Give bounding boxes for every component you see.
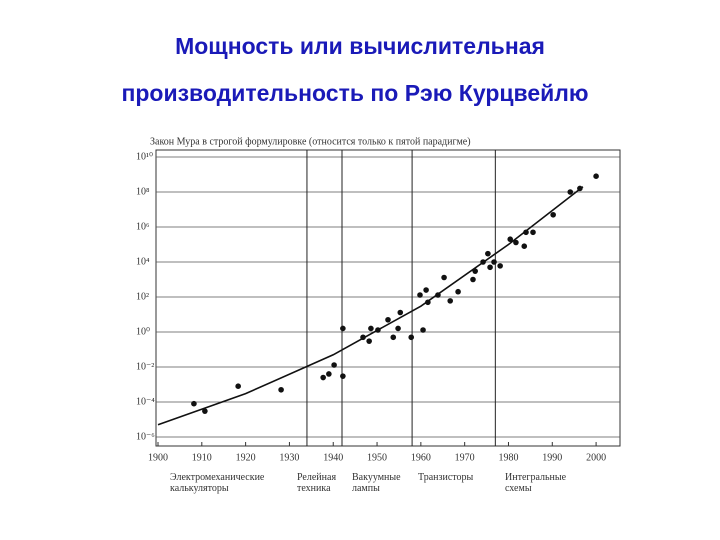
- data-point: [523, 229, 529, 236]
- paradigm-label: Вакуумные лампы: [352, 472, 401, 494]
- data-point: [470, 276, 476, 283]
- data-point: [331, 362, 337, 368]
- data-point: [340, 373, 346, 379]
- data-point: [507, 236, 514, 243]
- data-point: [417, 292, 423, 298]
- x-tick-label: 1960: [411, 452, 431, 463]
- y-tick-label: 10⁰: [136, 326, 150, 337]
- y-tick-label: 10⁸: [136, 186, 150, 197]
- data-point: [360, 334, 366, 341]
- y-tick-label: 10⁻²: [136, 361, 154, 372]
- x-tick-label: 1930: [279, 452, 299, 463]
- data-point: [397, 309, 404, 316]
- plot-frame: [155, 149, 621, 447]
- x-tick-label: 1990: [542, 452, 562, 463]
- chart-title: Закон Мура в строгой формулировке (относ…: [150, 136, 471, 147]
- y-tick-label: 10⁻⁴: [136, 396, 155, 407]
- data-point: [385, 316, 391, 323]
- data-point: [567, 189, 574, 195]
- x-tick-label: 2000: [586, 452, 606, 463]
- data-point: [191, 400, 197, 407]
- data-point: [472, 268, 478, 274]
- paradigm-label: Интегральные схемы: [505, 472, 567, 494]
- data-point: [447, 298, 454, 304]
- data-point: [423, 287, 429, 293]
- data-point: [326, 371, 332, 377]
- data-point: [487, 264, 493, 271]
- data-point: [497, 263, 503, 269]
- x-tick-label: 1970: [455, 452, 475, 463]
- data-point: [420, 327, 426, 333]
- data-point: [577, 185, 583, 192]
- y-tick-label: 10⁻⁶: [136, 431, 155, 442]
- y-tick-label: 10⁴: [136, 256, 150, 267]
- y-tick-label: 10¹⁰: [136, 151, 153, 162]
- data-point: [530, 229, 536, 236]
- data-point: [375, 327, 381, 333]
- x-tick-label: 1940: [323, 452, 343, 463]
- data-point: [395, 325, 401, 332]
- paradigm-label: Транзисторы: [418, 472, 473, 483]
- data-point: [390, 334, 397, 341]
- data-point: [368, 325, 374, 332]
- data-point: [441, 274, 447, 281]
- x-tick-label: 1900: [148, 452, 168, 463]
- data-point: [491, 259, 497, 265]
- data-point: [521, 243, 528, 249]
- data-point: [278, 386, 284, 393]
- data-point: [480, 259, 486, 265]
- data-point: [455, 288, 461, 295]
- x-tick-label: 1980: [498, 452, 518, 463]
- x-tick-label: 1950: [367, 452, 387, 463]
- data-point: [435, 292, 441, 298]
- x-tick-label: 1920: [236, 452, 256, 463]
- data-point: [235, 383, 241, 389]
- data-point: [340, 325, 346, 332]
- data-point: [593, 173, 599, 179]
- data-point: [485, 250, 491, 257]
- data-point: [408, 334, 415, 341]
- data-point: [202, 408, 208, 414]
- y-tick-label: 10²: [136, 291, 149, 302]
- data-point: [550, 211, 556, 218]
- trend-line: [157, 186, 584, 426]
- data-point: [425, 299, 431, 306]
- data-point: [513, 239, 519, 246]
- paradigm-label: Релейная техника: [297, 472, 336, 494]
- slide-title: производительность по Рэю Курцвейлю: [121, 80, 588, 106]
- data-point: [320, 374, 326, 381]
- paradigm-label: Электромеханические калькуляторы: [170, 472, 265, 494]
- x-tick-label: 1910: [192, 452, 212, 463]
- data-point: [366, 338, 372, 344]
- slide-title: Мощность или вычислительная: [175, 33, 545, 59]
- y-tick-label: 10⁶: [136, 221, 150, 232]
